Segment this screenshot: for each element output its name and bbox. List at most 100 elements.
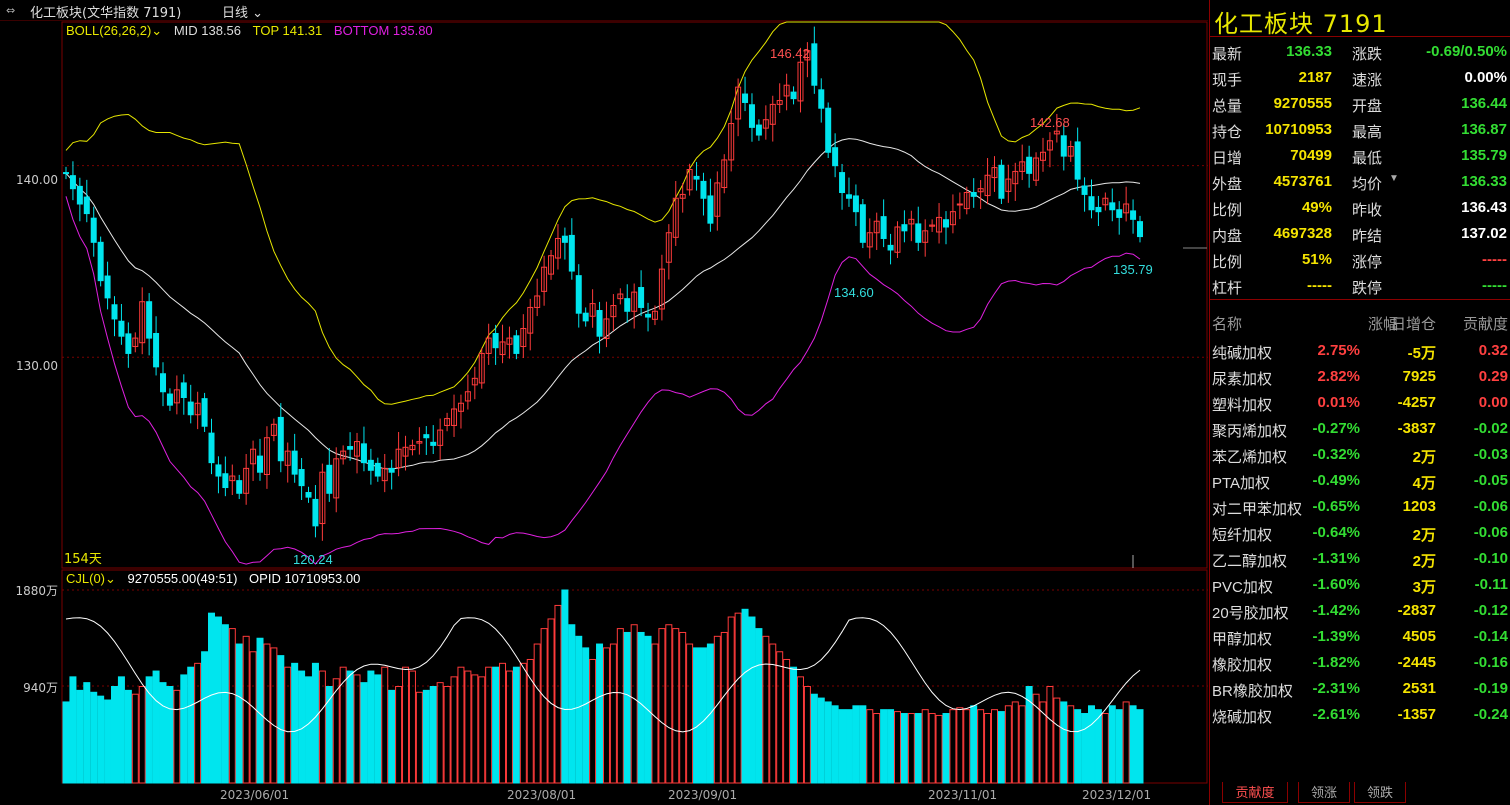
volume-bar xyxy=(83,682,91,784)
candle-body xyxy=(762,119,769,129)
volume-bar xyxy=(256,637,264,784)
candle-body xyxy=(1095,206,1102,213)
quote-value: 10710953 xyxy=(1265,121,1332,138)
constituent-row[interactable]: 尿素加权 2.82% 7925 0.29 xyxy=(1210,365,1510,391)
cons-header-ctb[interactable]: 贡献度 xyxy=(1462,316,1508,333)
constituent-row[interactable]: 对二甲苯加权 -0.65% 1203 -0.06 xyxy=(1210,495,1510,521)
candle-body xyxy=(998,164,1005,199)
candle-body xyxy=(1046,140,1053,151)
candle-body xyxy=(617,293,624,300)
period-selector[interactable]: 日线 ⌄ xyxy=(222,2,263,21)
volume-bar xyxy=(540,628,548,784)
constituent-row[interactable]: PTA加权 -0.49% 4万 -0.05 xyxy=(1210,469,1510,495)
cons-header-name[interactable]: 名称 xyxy=(1212,316,1243,333)
volume-bar xyxy=(616,628,624,784)
panel-title: 化工板块 7191 xyxy=(1214,10,1388,38)
volume-bar xyxy=(984,713,992,784)
constituent-change: -0.27% xyxy=(1312,420,1360,437)
volume-bar xyxy=(1115,709,1123,784)
volume-bar xyxy=(249,651,257,784)
volume-bar xyxy=(741,608,749,784)
volume-bar xyxy=(443,686,451,784)
day-count: 154天 xyxy=(64,552,102,567)
vol-tick-label: 940万 xyxy=(23,681,58,695)
candle-body xyxy=(554,237,561,259)
cjl-indicator-name[interactable]: CJL(0) xyxy=(66,571,106,586)
constituent-contribution: -0.03 xyxy=(1473,446,1508,463)
constituent-change: 2.75% xyxy=(1317,342,1360,359)
cjl-opid: OPID 10710953.00 xyxy=(249,571,361,586)
constituent-change: -1.31% xyxy=(1312,550,1360,567)
candle-body xyxy=(887,244,894,251)
candle-body xyxy=(568,234,575,272)
candle-body xyxy=(970,192,977,197)
constituent-row[interactable]: BR橡胶加权 -2.31% 2531 -0.19 xyxy=(1210,677,1510,703)
candle-body xyxy=(69,175,76,190)
constituent-row[interactable]: 烧碱加权 -2.61% -1357 -0.24 xyxy=(1210,703,1510,729)
quote-value: 135.79 xyxy=(1461,147,1507,164)
candle-body xyxy=(949,211,956,226)
candle-body xyxy=(804,50,811,61)
tab-gainers[interactable]: 领涨 xyxy=(1298,782,1350,803)
last-low-label: 135.79 xyxy=(1113,262,1153,277)
candle-body xyxy=(409,444,416,451)
volume-bar xyxy=(942,713,950,784)
quote-value: 2187 xyxy=(1298,69,1332,86)
constituent-change: -1.42% xyxy=(1312,602,1360,619)
candle-body xyxy=(1137,221,1143,238)
candle-body xyxy=(360,443,367,464)
candle-body xyxy=(90,217,97,243)
constituent-row[interactable]: 短纤加权 -0.64% 2万 -0.06 xyxy=(1210,521,1510,547)
volume-bars xyxy=(62,589,1144,784)
constituent-row[interactable]: 纯碱加权 2.75% -5万 0.32 xyxy=(1210,339,1510,365)
quote-row: 总量 9270555 开盘 136.44 xyxy=(1210,92,1510,118)
cons-header-chg[interactable]: 涨幅 xyxy=(1367,316,1398,333)
tab-contribution[interactable]: 贡献度 xyxy=(1222,782,1288,803)
candle-body xyxy=(783,84,790,97)
cons-header-oi[interactable]: 日增仓 xyxy=(1390,316,1436,333)
volume-legend[interactable]: CJL(0)⌄ 9270555.00(49:51) OPID 10710953.… xyxy=(66,571,360,587)
constituent-row[interactable]: 塑料加权 0.01% -4257 0.00 xyxy=(1210,391,1510,417)
constituent-row[interactable]: 苯乙烯加权 -0.32% 2万 -0.03 xyxy=(1210,443,1510,469)
quote-value: 4573761 xyxy=(1273,173,1332,190)
volume-bar xyxy=(173,689,181,784)
candle-body xyxy=(437,429,444,446)
kline-chart[interactable]: 146.42 142.68 120.24 134.60 135.79 xyxy=(0,20,1208,805)
constituent-change: -2.61% xyxy=(1312,706,1360,723)
constituent-row[interactable]: PVC加权 -1.60% 3万 -0.11 xyxy=(1210,573,1510,599)
volume-bar xyxy=(630,624,638,784)
constituent-contribution: 0.00 xyxy=(1478,394,1508,411)
volume-bar xyxy=(1067,705,1075,784)
candle-body xyxy=(63,172,69,175)
volume-bar xyxy=(623,631,631,784)
volume-bar xyxy=(138,686,146,784)
constituent-row[interactable]: 橡胶加权 -1.82% -2445 -0.16 xyxy=(1210,651,1510,677)
volume-bar xyxy=(346,670,354,784)
constituent-row[interactable]: 聚丙烯加权 -0.27% -3837 -0.02 xyxy=(1210,417,1510,443)
boll-legend[interactable]: BOLL(26,26,2)⌄ MID 138.56 TOP 141.31 BOT… xyxy=(66,23,433,39)
volume-bar xyxy=(935,714,943,784)
boll-indicator-name[interactable]: BOLL(26,26,2) xyxy=(66,23,152,38)
constituent-row[interactable]: 乙二醇加权 -1.31% 2万 -0.10 xyxy=(1210,547,1510,573)
volume-bar xyxy=(1046,686,1054,784)
candle-body xyxy=(340,450,347,460)
chevron-down-icon[interactable]: ▼ xyxy=(1389,173,1399,184)
quote-label: 杠杆 xyxy=(1212,280,1243,297)
tab-losers[interactable]: 领跌 xyxy=(1354,782,1406,803)
constituent-change: -1.82% xyxy=(1312,654,1360,671)
volume-bar xyxy=(221,624,229,784)
candle-body xyxy=(534,295,541,308)
link-icon[interactable]: ⇔ xyxy=(6,4,16,17)
x-tick-label: 2023/08/01 xyxy=(507,788,577,802)
constituent-row[interactable]: 20号胶加权 -1.42% -2837 -0.12 xyxy=(1210,599,1510,625)
constituent-row[interactable]: 甲醇加权 -1.39% 4505 -0.14 xyxy=(1210,625,1510,651)
candle-body xyxy=(284,450,291,466)
candle-body xyxy=(686,169,693,191)
volume-bar xyxy=(533,643,541,784)
constituent-name: 橡胶加权 xyxy=(1212,657,1273,674)
volume-bar xyxy=(208,612,216,784)
volume-bar xyxy=(907,713,915,784)
quote-label: 涨停 xyxy=(1352,254,1383,271)
quote-label: 速涨 xyxy=(1352,72,1383,89)
volume-bar xyxy=(928,713,936,784)
